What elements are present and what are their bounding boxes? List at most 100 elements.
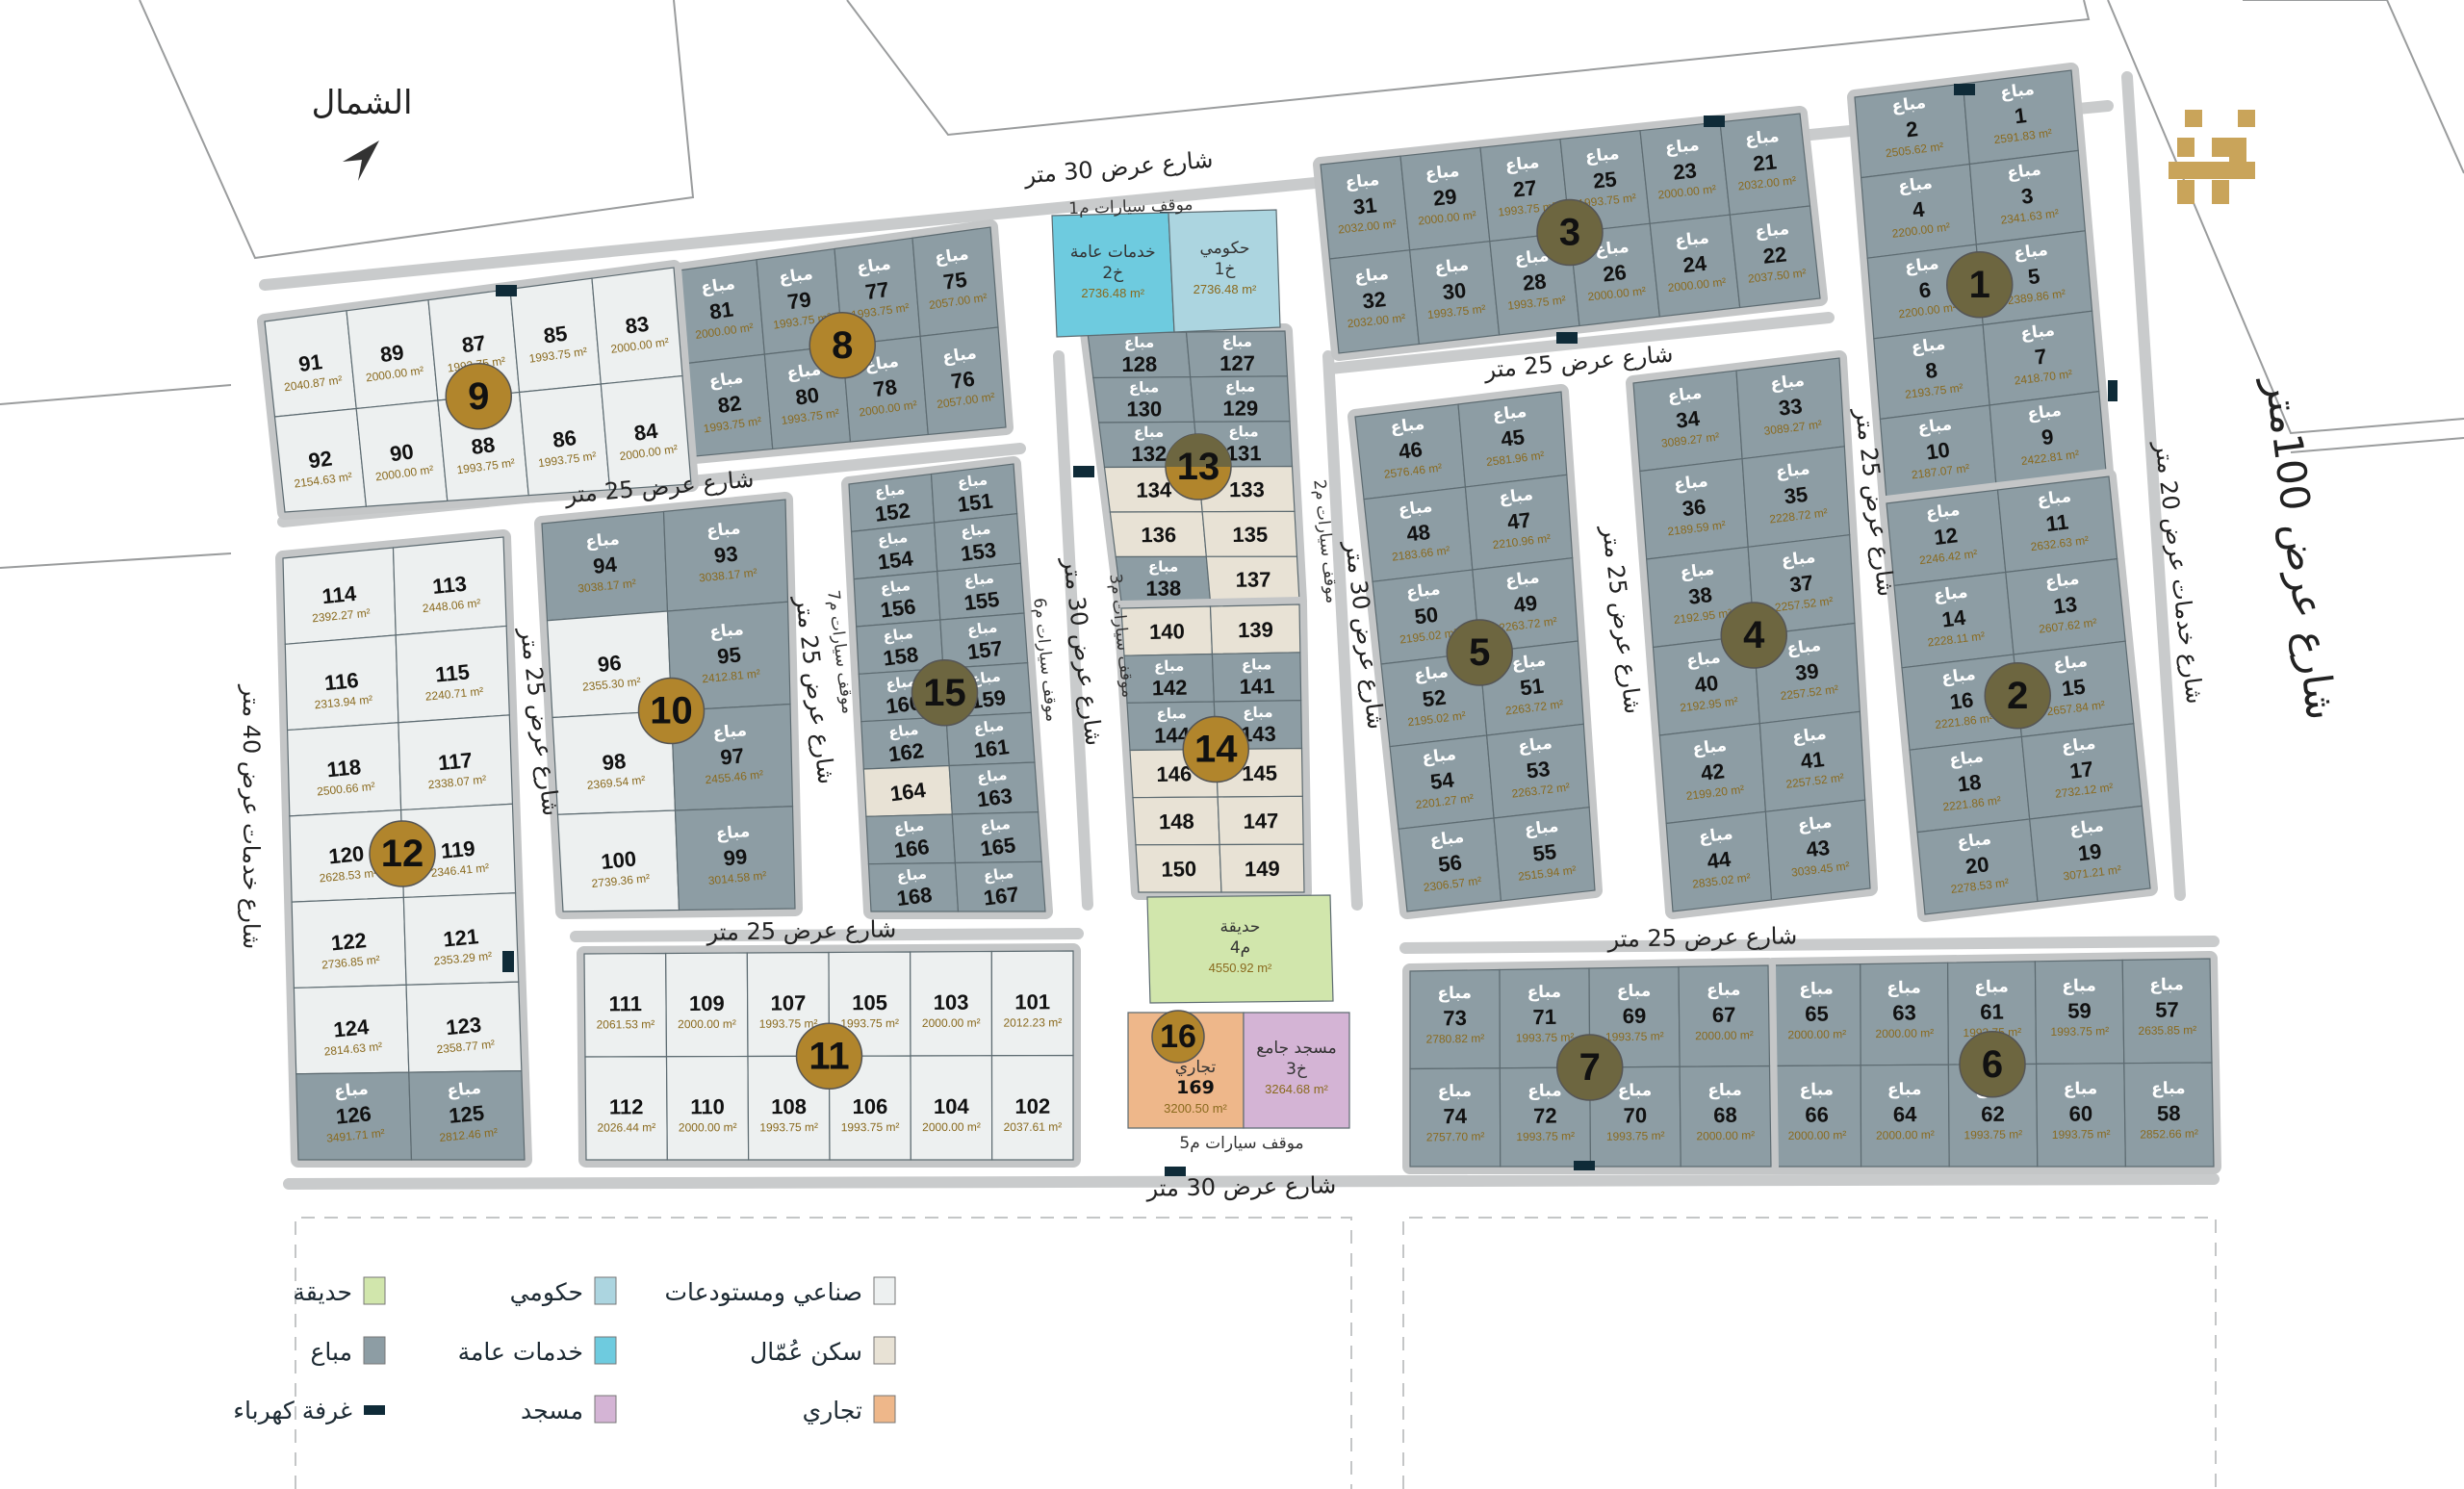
- plot-shape[interactable]: [990, 1054, 1074, 1161]
- plot-shape[interactable]: [600, 374, 692, 491]
- plot-shape[interactable]: [1679, 1065, 1772, 1168]
- plot[interactable]: 149: [1219, 843, 1305, 893]
- lot-shape[interactable]: [1146, 894, 1334, 1004]
- plot-shape[interactable]: [919, 326, 1007, 436]
- plot[interactable]: 112 2026.44 m²: [584, 1056, 668, 1161]
- plot-shape[interactable]: [1493, 806, 1596, 902]
- plot-shape[interactable]: [1729, 205, 1821, 309]
- lot-government[interactable]: حكومي خ1 2736.48 m²: [1168, 209, 1281, 333]
- plot[interactable]: 147: [1217, 795, 1304, 846]
- lot-shape[interactable]: [1168, 209, 1281, 333]
- plot-shape[interactable]: [674, 806, 796, 911]
- plot[interactable]: 140: [1120, 605, 1214, 656]
- plot[interactable]: 111 2061.53 m²: [583, 952, 668, 1058]
- plot[interactable]: 150: [1135, 843, 1222, 893]
- plot[interactable]: 135: [1201, 510, 1298, 557]
- plot[interactable]: 104 2000.00 m²: [910, 1055, 993, 1161]
- plot[interactable]: 103 2000.00 m²: [910, 950, 993, 1057]
- plot-shape[interactable]: [1219, 843, 1305, 893]
- plot[interactable]: 109 2000.00 m²: [665, 952, 749, 1058]
- plot-shape[interactable]: [2029, 805, 2151, 903]
- plot-shape[interactable]: [954, 860, 1046, 912]
- plot[interactable]: 110 2000.00 m²: [665, 1055, 750, 1161]
- plot-shape[interactable]: [2123, 1062, 2215, 1168]
- plot[interactable]: 164: [862, 764, 953, 817]
- plot[interactable]: 139: [1209, 603, 1301, 655]
- lot-mosque[interactable]: مسجد جامع خ3 3264.68 m²: [1243, 1012, 1350, 1129]
